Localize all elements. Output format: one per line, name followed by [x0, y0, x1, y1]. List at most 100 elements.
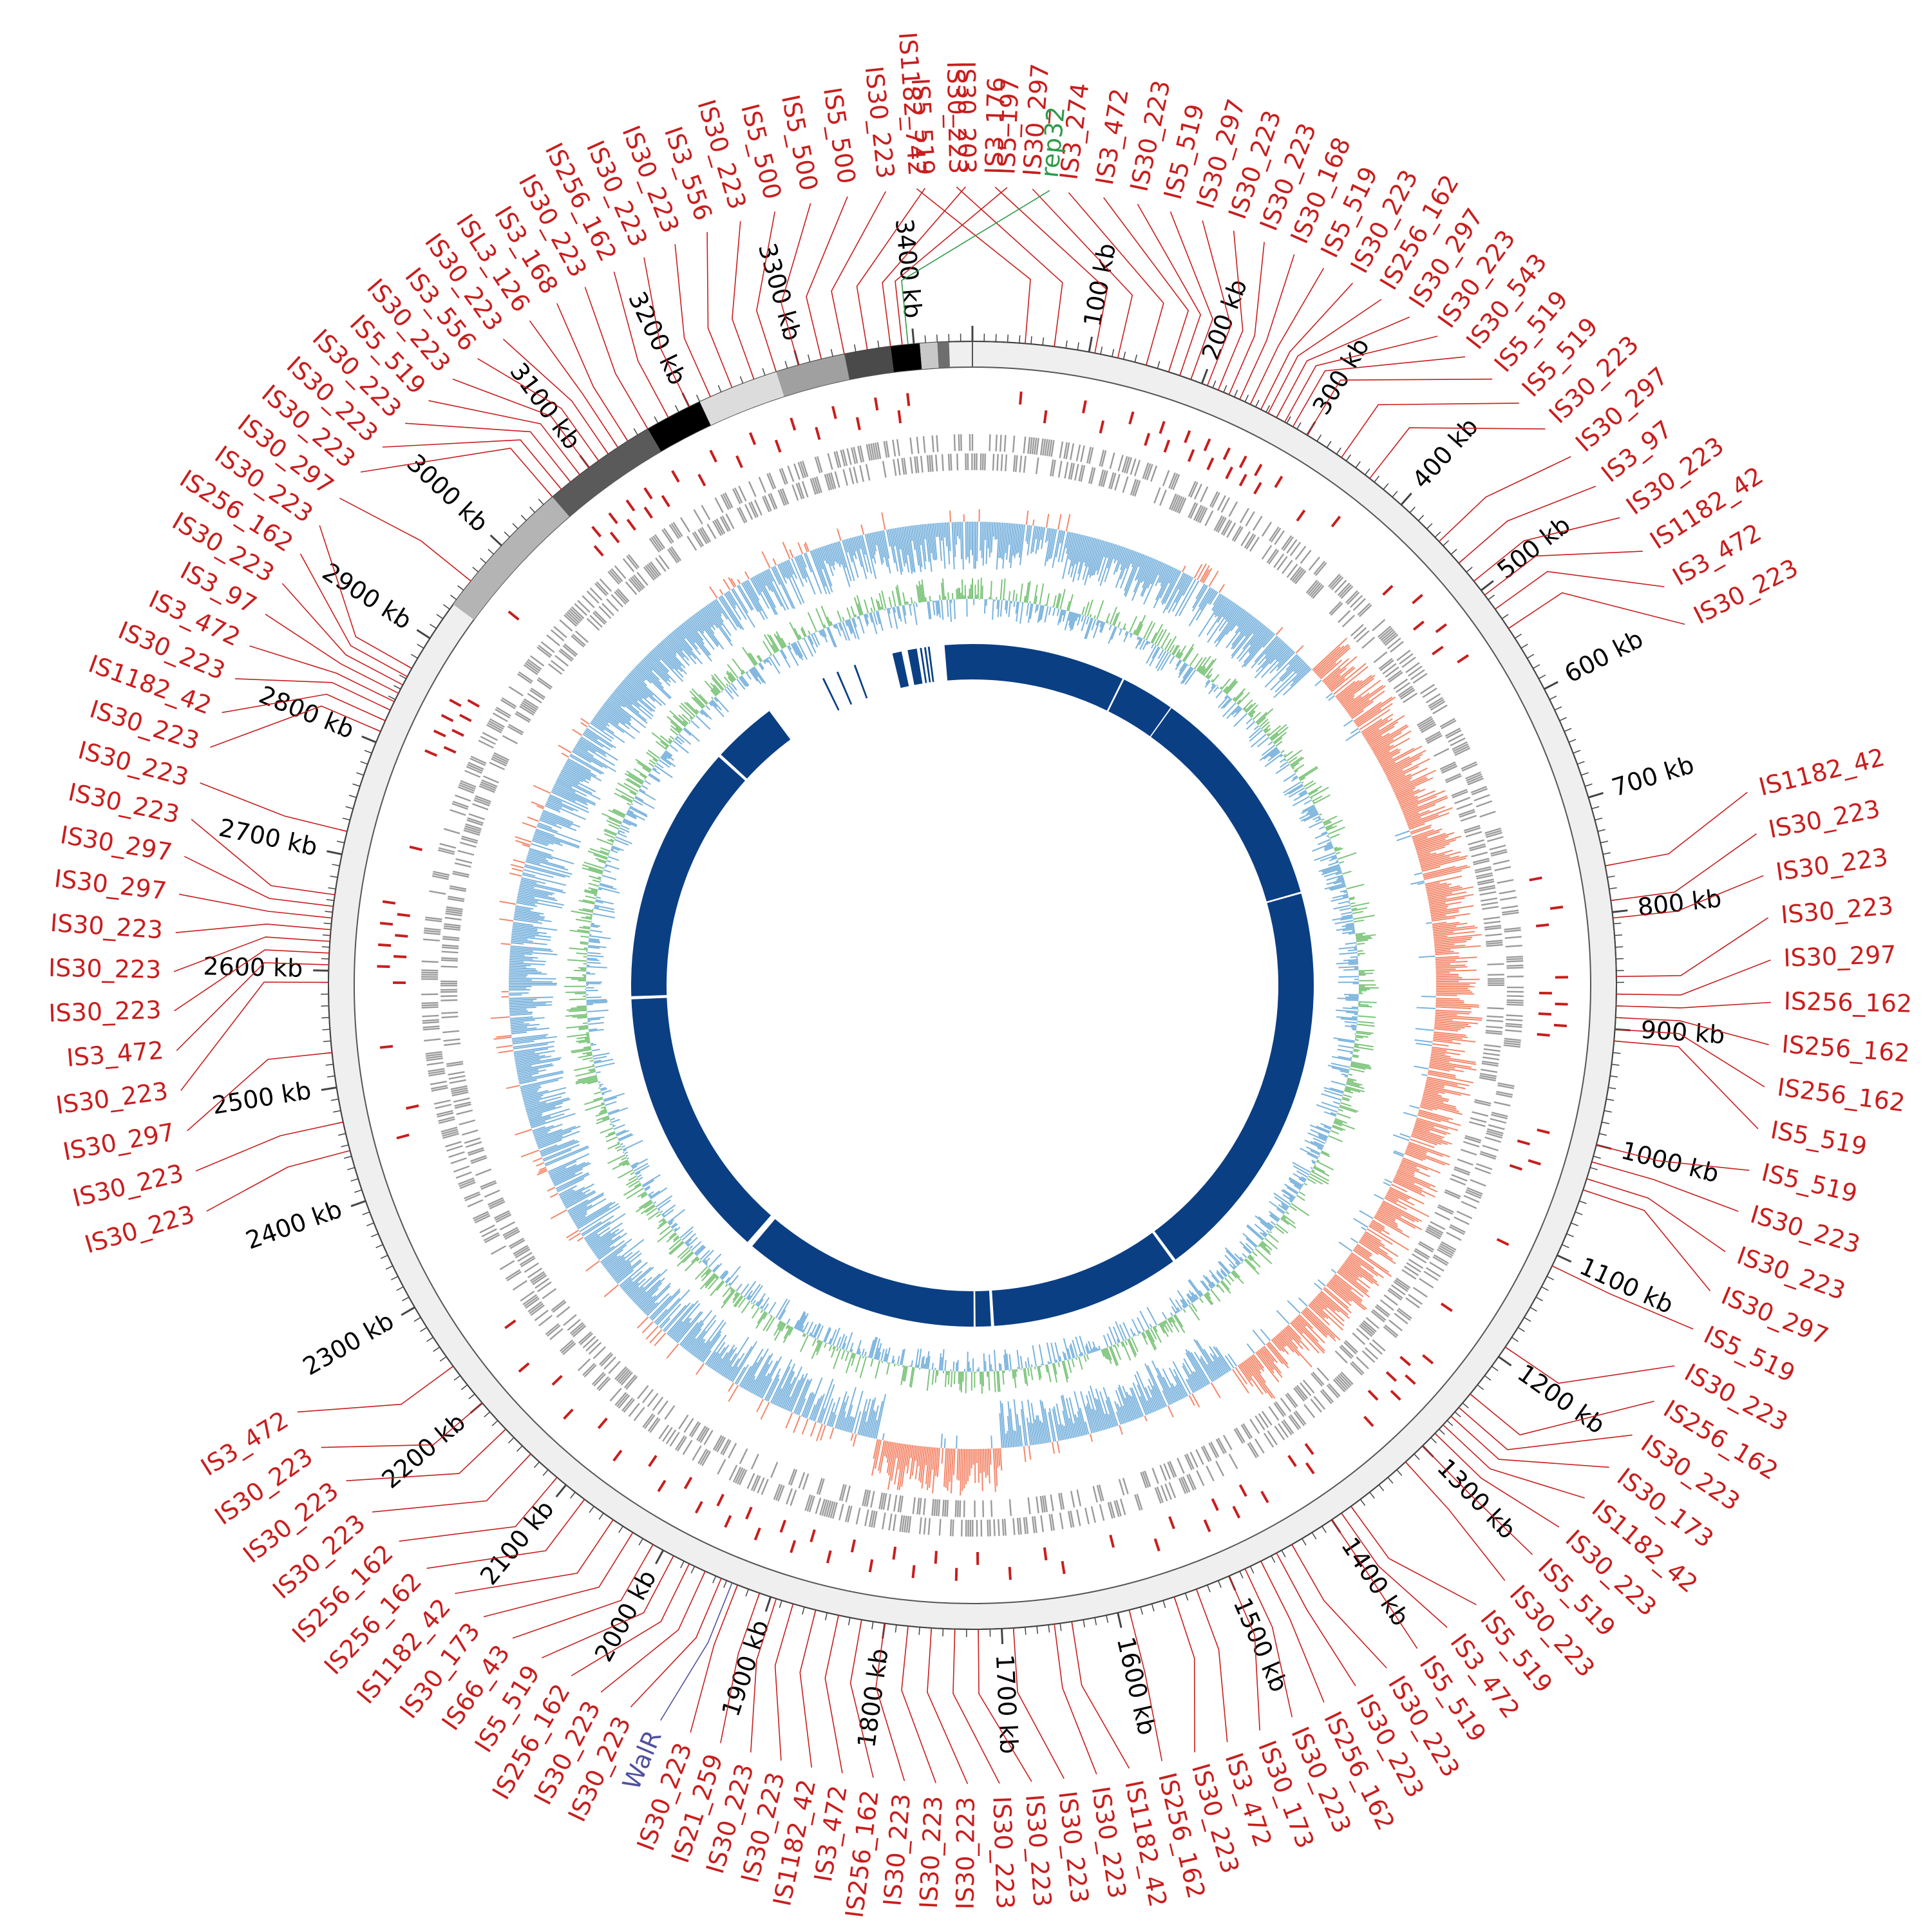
gc-content-bar [1103, 1348, 1109, 1360]
gc-content-bar [618, 1159, 629, 1165]
gc-skew-bar [860, 524, 865, 535]
gc-skew-bar [1359, 1239, 1396, 1265]
gc-skew-bar [700, 609, 716, 630]
gc-content-bar [748, 1283, 761, 1301]
cds-mark [627, 554, 640, 569]
gc-skew-bar [509, 996, 553, 999]
cds-mark [1240, 1424, 1251, 1440]
gc-content-bar [1325, 826, 1333, 830]
gc-content-bar [1057, 609, 1063, 625]
cds-mark [1308, 556, 1320, 571]
gc-content-bar [582, 1051, 592, 1055]
gc-skew-bar [1387, 758, 1430, 781]
gc-skew-bar [1374, 1215, 1403, 1233]
gc-skew-bar [575, 1201, 616, 1227]
gc-content-bar [676, 735, 685, 743]
gc-skew-bar [537, 824, 558, 833]
is-element-mark [748, 432, 757, 446]
gc-content-bar [923, 1363, 925, 1369]
gc-skew-bar [1319, 1292, 1350, 1320]
gc-skew-bar [511, 1036, 547, 1041]
gc-skew-bar [636, 1277, 665, 1305]
cds-mark [1482, 1060, 1499, 1065]
gc-skew-bar [786, 560, 794, 575]
minor-tick [1296, 422, 1302, 430]
gc-skew-bar [516, 1063, 553, 1072]
gc-skew-bar [1420, 1103, 1463, 1115]
gc-content-bar [1309, 1173, 1329, 1185]
gc-skew-bar [533, 1130, 551, 1137]
gc-skew-bar [1276, 1334, 1287, 1347]
gc-skew-bar [956, 1435, 958, 1449]
gc-skew-bar [649, 1329, 663, 1344]
gc-skew-bar [522, 1090, 549, 1098]
gc-skew-bar [744, 581, 762, 612]
gc-content-bar [1317, 838, 1331, 846]
gc-skew-bar [1131, 551, 1139, 567]
gc-content-bar [757, 1298, 764, 1307]
gc-skew-bar [1231, 617, 1256, 650]
gc-skew-bar [1218, 583, 1225, 593]
cds-mark [668, 524, 679, 540]
minor-tick [1106, 1615, 1109, 1624]
contig-segment [699, 372, 784, 426]
is-element-mark [518, 1362, 530, 1373]
gc-skew-bar [1435, 975, 1459, 978]
gc-skew-bar [1392, 770, 1437, 791]
gc-skew-bar [1345, 1260, 1379, 1287]
gc-content-bar [1244, 708, 1247, 711]
gc-skew-bar [511, 1034, 549, 1040]
gc-skew-bar [531, 843, 554, 852]
gc-skew-bar [706, 604, 723, 626]
gc-content-bar [1133, 1332, 1136, 1336]
cds-mark [441, 1011, 459, 1014]
cds-mark [1210, 1441, 1220, 1457]
gc-skew-bar [1168, 574, 1189, 614]
gc-content-bar [1275, 741, 1283, 747]
gc-content-bar [1262, 1232, 1267, 1236]
gc-content-bar [910, 1367, 915, 1388]
gc-skew-bar [510, 947, 553, 952]
gc-content-bar [862, 1356, 864, 1359]
gc-skew-bar [583, 1221, 611, 1240]
gc-skew-bar [1408, 1143, 1443, 1157]
cds-mark [1305, 580, 1318, 594]
cds-mark [527, 1267, 543, 1278]
minor-tick [1281, 1549, 1286, 1558]
gc-skew-bar [918, 524, 922, 545]
gc-skew-bar [1158, 562, 1165, 576]
gc-skew-bar [567, 759, 597, 777]
cds-mark [559, 1339, 573, 1352]
cds-mark [878, 1492, 884, 1510]
cds-mark [870, 443, 875, 460]
gc-skew-bar [1384, 1179, 1392, 1184]
gc-content-bar [1321, 818, 1325, 821]
cds-mark [1452, 741, 1468, 750]
gc-skew-bar [1188, 587, 1213, 627]
is-element-mark [1555, 1002, 1568, 1006]
gc-content-bar [1313, 794, 1331, 805]
minor-tick [1100, 346, 1103, 355]
gc-skew-bar [643, 657, 668, 682]
cds-mark [491, 755, 508, 765]
gc-skew-bar [801, 1392, 812, 1417]
gc-content-bar [1288, 756, 1298, 764]
gc-skew-bar [1423, 866, 1471, 879]
cds-mark [840, 450, 846, 467]
gc-content-bar [1283, 783, 1303, 796]
gc-content-bar [591, 1048, 600, 1052]
gc-skew-bar [537, 1130, 580, 1148]
gc-skew-bar [1209, 1353, 1225, 1376]
gc-content-bar [762, 1315, 773, 1331]
gc-skew-bar [551, 1162, 591, 1182]
cds-mark [1441, 1241, 1457, 1251]
gc-skew-bar [1399, 1163, 1430, 1177]
cds-mark [661, 529, 672, 544]
cds-mark [672, 522, 683, 537]
gc-skew-bar [1122, 1385, 1136, 1420]
gc-content-bar [634, 1182, 641, 1188]
gc-content-bar [1170, 1316, 1180, 1332]
gc-skew-bar [635, 666, 671, 699]
gc-skew-bar [1373, 730, 1412, 753]
gc-content-bar [617, 782, 638, 795]
